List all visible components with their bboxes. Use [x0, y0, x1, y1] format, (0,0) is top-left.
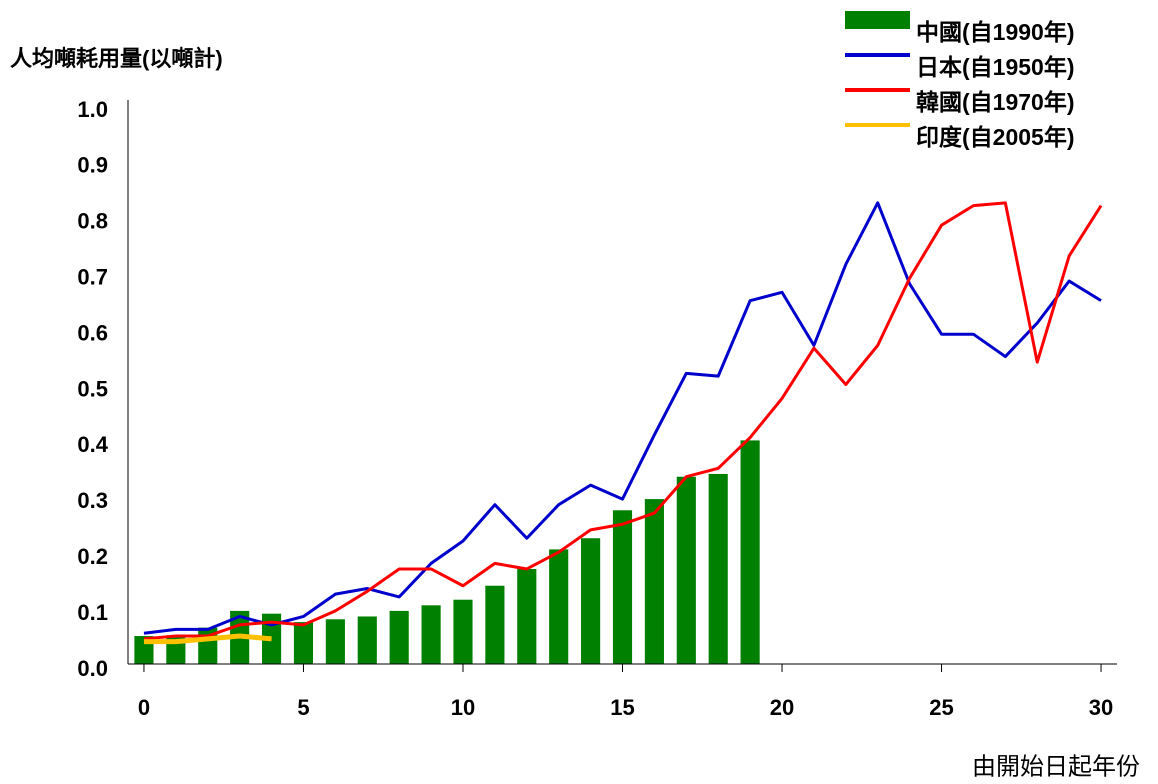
y-tick-label: 0.5 — [77, 376, 108, 401]
x-axis-label: 由開始日起年份 — [972, 753, 1140, 780]
y-tick-label: 0.0 — [77, 656, 108, 681]
legend-label: 印度(自2005年) — [916, 124, 1074, 150]
bar — [740, 440, 760, 664]
y-tick-label: 0.9 — [77, 153, 108, 178]
bar — [453, 599, 473, 664]
y-axis-label: 人均噸耗用量(以噸計) — [10, 46, 223, 71]
line — [143, 633, 272, 645]
bar — [581, 538, 601, 664]
y-tick-label: 0.4 — [77, 432, 108, 457]
line — [143, 201, 1103, 641]
x-tick-label: 0 — [138, 695, 150, 720]
y-tick-label: 1.0 — [77, 97, 108, 122]
bar — [293, 622, 314, 664]
line — [143, 201, 1102, 635]
bar — [676, 476, 696, 664]
bar — [708, 473, 728, 664]
y-tick-label: 0.7 — [77, 265, 108, 290]
bar — [644, 499, 664, 664]
bar — [357, 616, 377, 664]
x-tick-label: 25 — [929, 695, 953, 720]
x-tick-label: 20 — [770, 695, 794, 720]
bar — [612, 510, 633, 664]
bar — [549, 549, 569, 664]
bar — [389, 610, 409, 664]
x-tick-label: 30 — [1089, 695, 1113, 720]
bar — [325, 619, 345, 664]
legend-swatch — [845, 11, 910, 29]
bar — [517, 568, 537, 664]
legend-label: 中國(自1990年) — [916, 19, 1074, 45]
x-tick-label: 15 — [610, 695, 634, 720]
legend-label: 日本(自1950年) — [916, 54, 1074, 80]
y-tick-label: 0.6 — [77, 320, 108, 345]
x-tick-label: 10 — [451, 695, 475, 720]
y-tick-label: 0.1 — [77, 600, 108, 625]
bar — [485, 585, 505, 664]
bar — [421, 605, 441, 664]
y-tick-label: 0.8 — [77, 209, 108, 234]
y-tick-label: 0.2 — [77, 544, 108, 569]
y-tick-label: 0.3 — [77, 488, 108, 513]
legend-label: 韓國(自1970年) — [916, 89, 1074, 115]
x-tick-label: 5 — [297, 695, 309, 720]
